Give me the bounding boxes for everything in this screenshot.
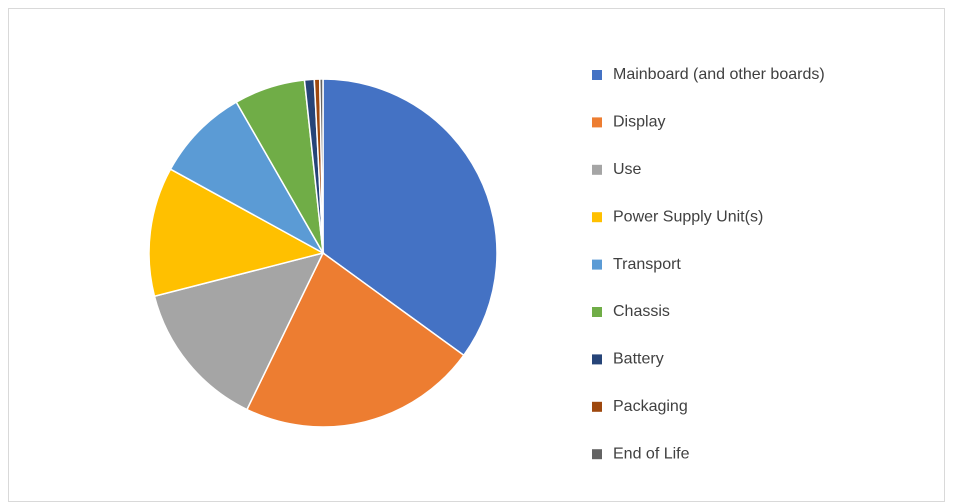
legend-label: Transport (613, 256, 681, 273)
legend-swatch (592, 307, 602, 317)
legend-swatch (592, 449, 602, 460)
pie-slice (148, 168, 326, 298)
pie-slice (318, 78, 324, 254)
legend-label: Mainboard (and other boards) (613, 66, 825, 83)
legend-swatch (592, 212, 602, 223)
legend-swatch (592, 354, 602, 365)
legend-label: Display (613, 114, 665, 131)
legend-label: Chassis (613, 303, 670, 320)
legend-swatch (592, 164, 602, 175)
legend-label: Packaging (613, 398, 688, 415)
legend-label: Battery (613, 351, 664, 368)
legend-swatch (592, 70, 602, 80)
legend-swatch (592, 259, 602, 270)
pie-slice (153, 251, 325, 411)
pie-slice (245, 251, 465, 428)
legend-swatch (592, 117, 602, 128)
pie-slice (169, 101, 325, 255)
legend-swatch (592, 401, 602, 412)
legend-label: Use (613, 161, 642, 178)
legend-label: End of Life (613, 445, 690, 462)
legend-label: Power Supply Unit(s) (613, 208, 763, 225)
pie-slice (322, 78, 498, 357)
